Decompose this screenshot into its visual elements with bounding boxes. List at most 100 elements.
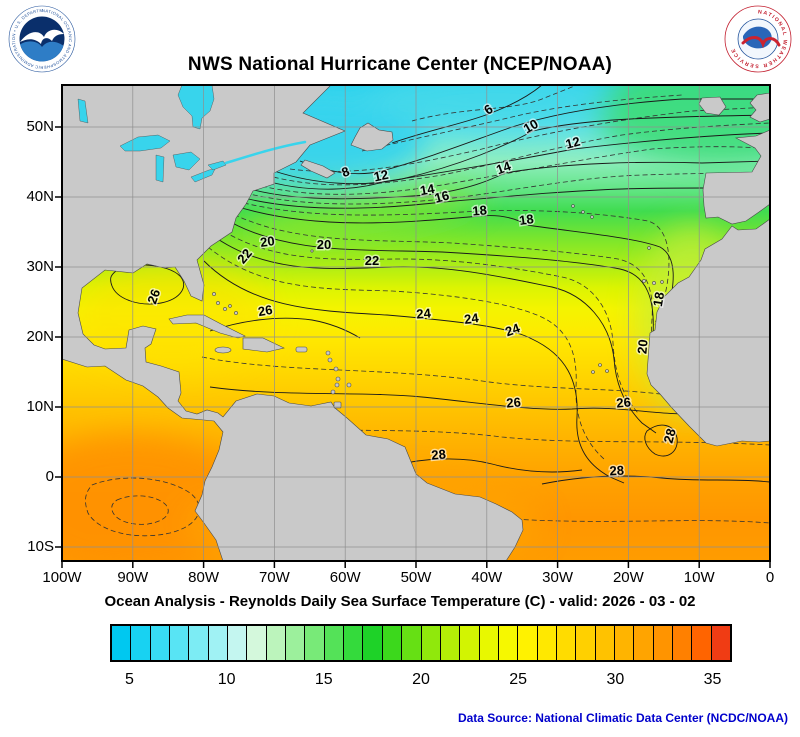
lon-tick-label: 20W [612,569,644,586]
lake-winnipeg [77,98,89,124]
lon-tick-label: 80W [188,569,220,586]
colorbar-segment [382,626,403,660]
contour-line [644,424,678,457]
lat-tick-label: 20N [26,328,54,345]
lon-tick-label: 70W [258,569,290,586]
colorbar-segment [614,626,635,660]
contour-label: 26 [506,394,522,410]
colorbar-segment [537,626,557,660]
nws-logo: NATIONAL WEATHER SERVICE [724,5,792,73]
colorbar-segment [247,626,267,660]
colorbar-segment [228,626,248,660]
colorbar-segment [518,626,538,660]
contour-label: 12 [372,167,389,185]
colorbar-segment [692,626,712,660]
land-iberia-france [702,129,770,225]
contour-label: 28 [609,463,624,479]
colorbar-segment [286,626,306,660]
contour-label: 12 [564,134,582,152]
colorbar-scale [110,624,732,662]
land-atlantic-islands [571,204,664,374]
lake-michigan [155,154,165,183]
colorbar-segment [653,626,673,660]
contour-line [209,317,361,339]
colorbar-segment [131,626,151,660]
colorbar-tick-label: 35 [703,671,722,688]
colorbar: 5 10 15 20 25 30 35 [110,624,732,695]
contour-label: 26 [144,287,163,306]
colorbar-segment [440,626,461,660]
contour-line [226,210,663,384]
st-lawrence-river [224,140,307,165]
colorbar-tick-row: 5 10 15 20 25 30 35 [110,671,732,695]
contour-line [239,186,770,209]
contour-line [203,260,625,484]
contour-line [249,160,770,200]
land-hispaniola [242,337,285,353]
colorbar-segment [556,626,577,660]
colorbar-segment [498,626,519,660]
contour-label: 16 [433,188,451,206]
land-puerto-rico [295,346,308,353]
contour-line [244,172,770,205]
map-caption: Ocean Analysis - Reynolds Daily Sea Surf… [104,593,696,610]
graticule [62,85,770,561]
colorbar-segment [266,626,287,660]
contour-line [261,426,770,446]
lon-tick-label: 0 [765,569,775,586]
noaa-gull-icon [20,29,64,44]
contour-label: 14 [419,181,437,198]
contour-label: 28 [431,446,447,462]
contour-line [211,234,657,434]
contour-line [85,477,200,537]
lake-ontario [207,160,227,171]
colorbar-tick-label: 5 [124,671,134,688]
contour-line [209,386,770,418]
contour-line [231,204,674,320]
nws-gull-icon [741,36,781,49]
noaa-seal-icon [19,16,65,62]
contour-line [411,85,578,122]
colorbar-segment [672,626,693,660]
contour-label: 26 [257,302,274,319]
land-newfoundland [350,122,394,152]
contour-label: 20 [634,339,650,355]
colorbar-segment [363,626,383,660]
contour-line [289,106,770,172]
lon-tick-label: 100W [42,569,82,586]
contour-line [299,98,770,175]
contour-label: 18 [472,202,488,218]
axis-ticks [55,126,771,568]
colorbar-segment [324,626,345,660]
contour-label: 22 [365,253,379,268]
noaa-sea [19,41,65,62]
contour-label: 20 [317,237,331,252]
lon-tick-label: 30W [542,569,574,586]
colorbar-segment [170,626,190,660]
contour-label: 26 [616,394,632,410]
colorbar-tick-label: 30 [606,671,625,688]
lat-tick-label: 50N [26,118,54,135]
noaa-logo: NATIONAL OCEANIC AND ATMOSPHERIC ADMINIS… [8,5,76,73]
lat-tick-label: 0 [45,468,54,485]
contour-label: 24 [463,310,480,327]
contour-line [259,132,770,190]
contour-line [235,200,670,326]
contour-label: 28 [661,427,679,445]
contour-label: 20 [259,233,275,250]
colorbar-segment [112,626,132,660]
lon-tick-label: 90W [117,569,149,586]
land-britain [749,92,770,123]
lon-tick-label: 60W [329,569,361,586]
colorbar-segment [305,626,325,660]
contour-line [111,495,169,525]
contour-line [391,458,583,473]
colorbar-tick-label: 10 [217,671,236,688]
contour-line [216,226,639,414]
land-bahamas [212,249,314,315]
contour-label: 24 [416,305,432,321]
lat-tick-label: 10S [27,538,54,555]
land-nova-scotia [300,159,336,179]
lon-tick-label: 40W [471,569,503,586]
